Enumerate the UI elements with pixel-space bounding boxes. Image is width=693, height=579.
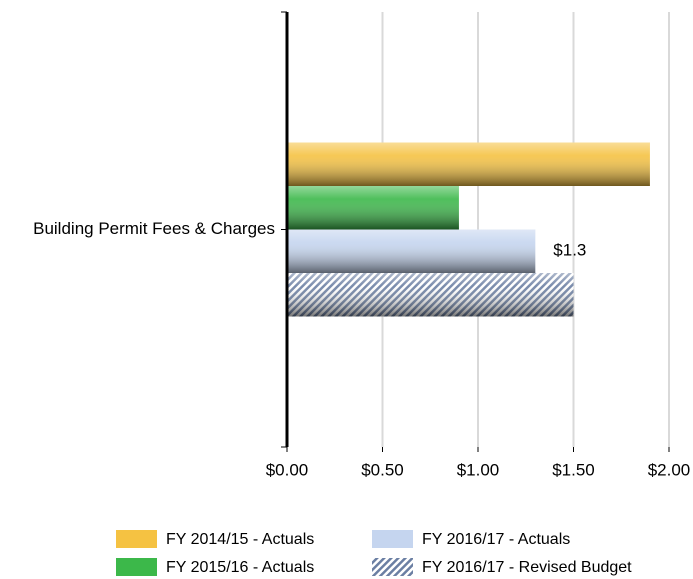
x-tick-label: $1.50 xyxy=(552,460,595,479)
legend-label: FY 2014/15 - Actuals xyxy=(166,531,314,548)
x-tick-label: $0.00 xyxy=(266,460,309,479)
legend-label: FY 2015/16 - Actuals xyxy=(166,559,314,576)
x-tick-label: $1.00 xyxy=(457,460,500,479)
x-tick-label: $2.00 xyxy=(648,460,691,479)
x-tick-label: $0.50 xyxy=(361,460,404,479)
bar xyxy=(287,273,574,317)
legend-swatch xyxy=(372,558,413,576)
bar xyxy=(287,142,650,186)
legend-swatch xyxy=(372,530,413,548)
y-tick-label: Building Permit Fees & Charges xyxy=(33,219,275,238)
bar xyxy=(287,229,536,273)
bar xyxy=(287,186,459,230)
legend-swatch xyxy=(116,558,157,576)
legend-swatch xyxy=(116,530,157,548)
legend-label: FY 2016/17 - Actuals xyxy=(422,531,570,548)
value-label: $1.3 xyxy=(553,241,586,260)
legend-label: FY 2016/17 - Revised Budget xyxy=(422,559,632,576)
